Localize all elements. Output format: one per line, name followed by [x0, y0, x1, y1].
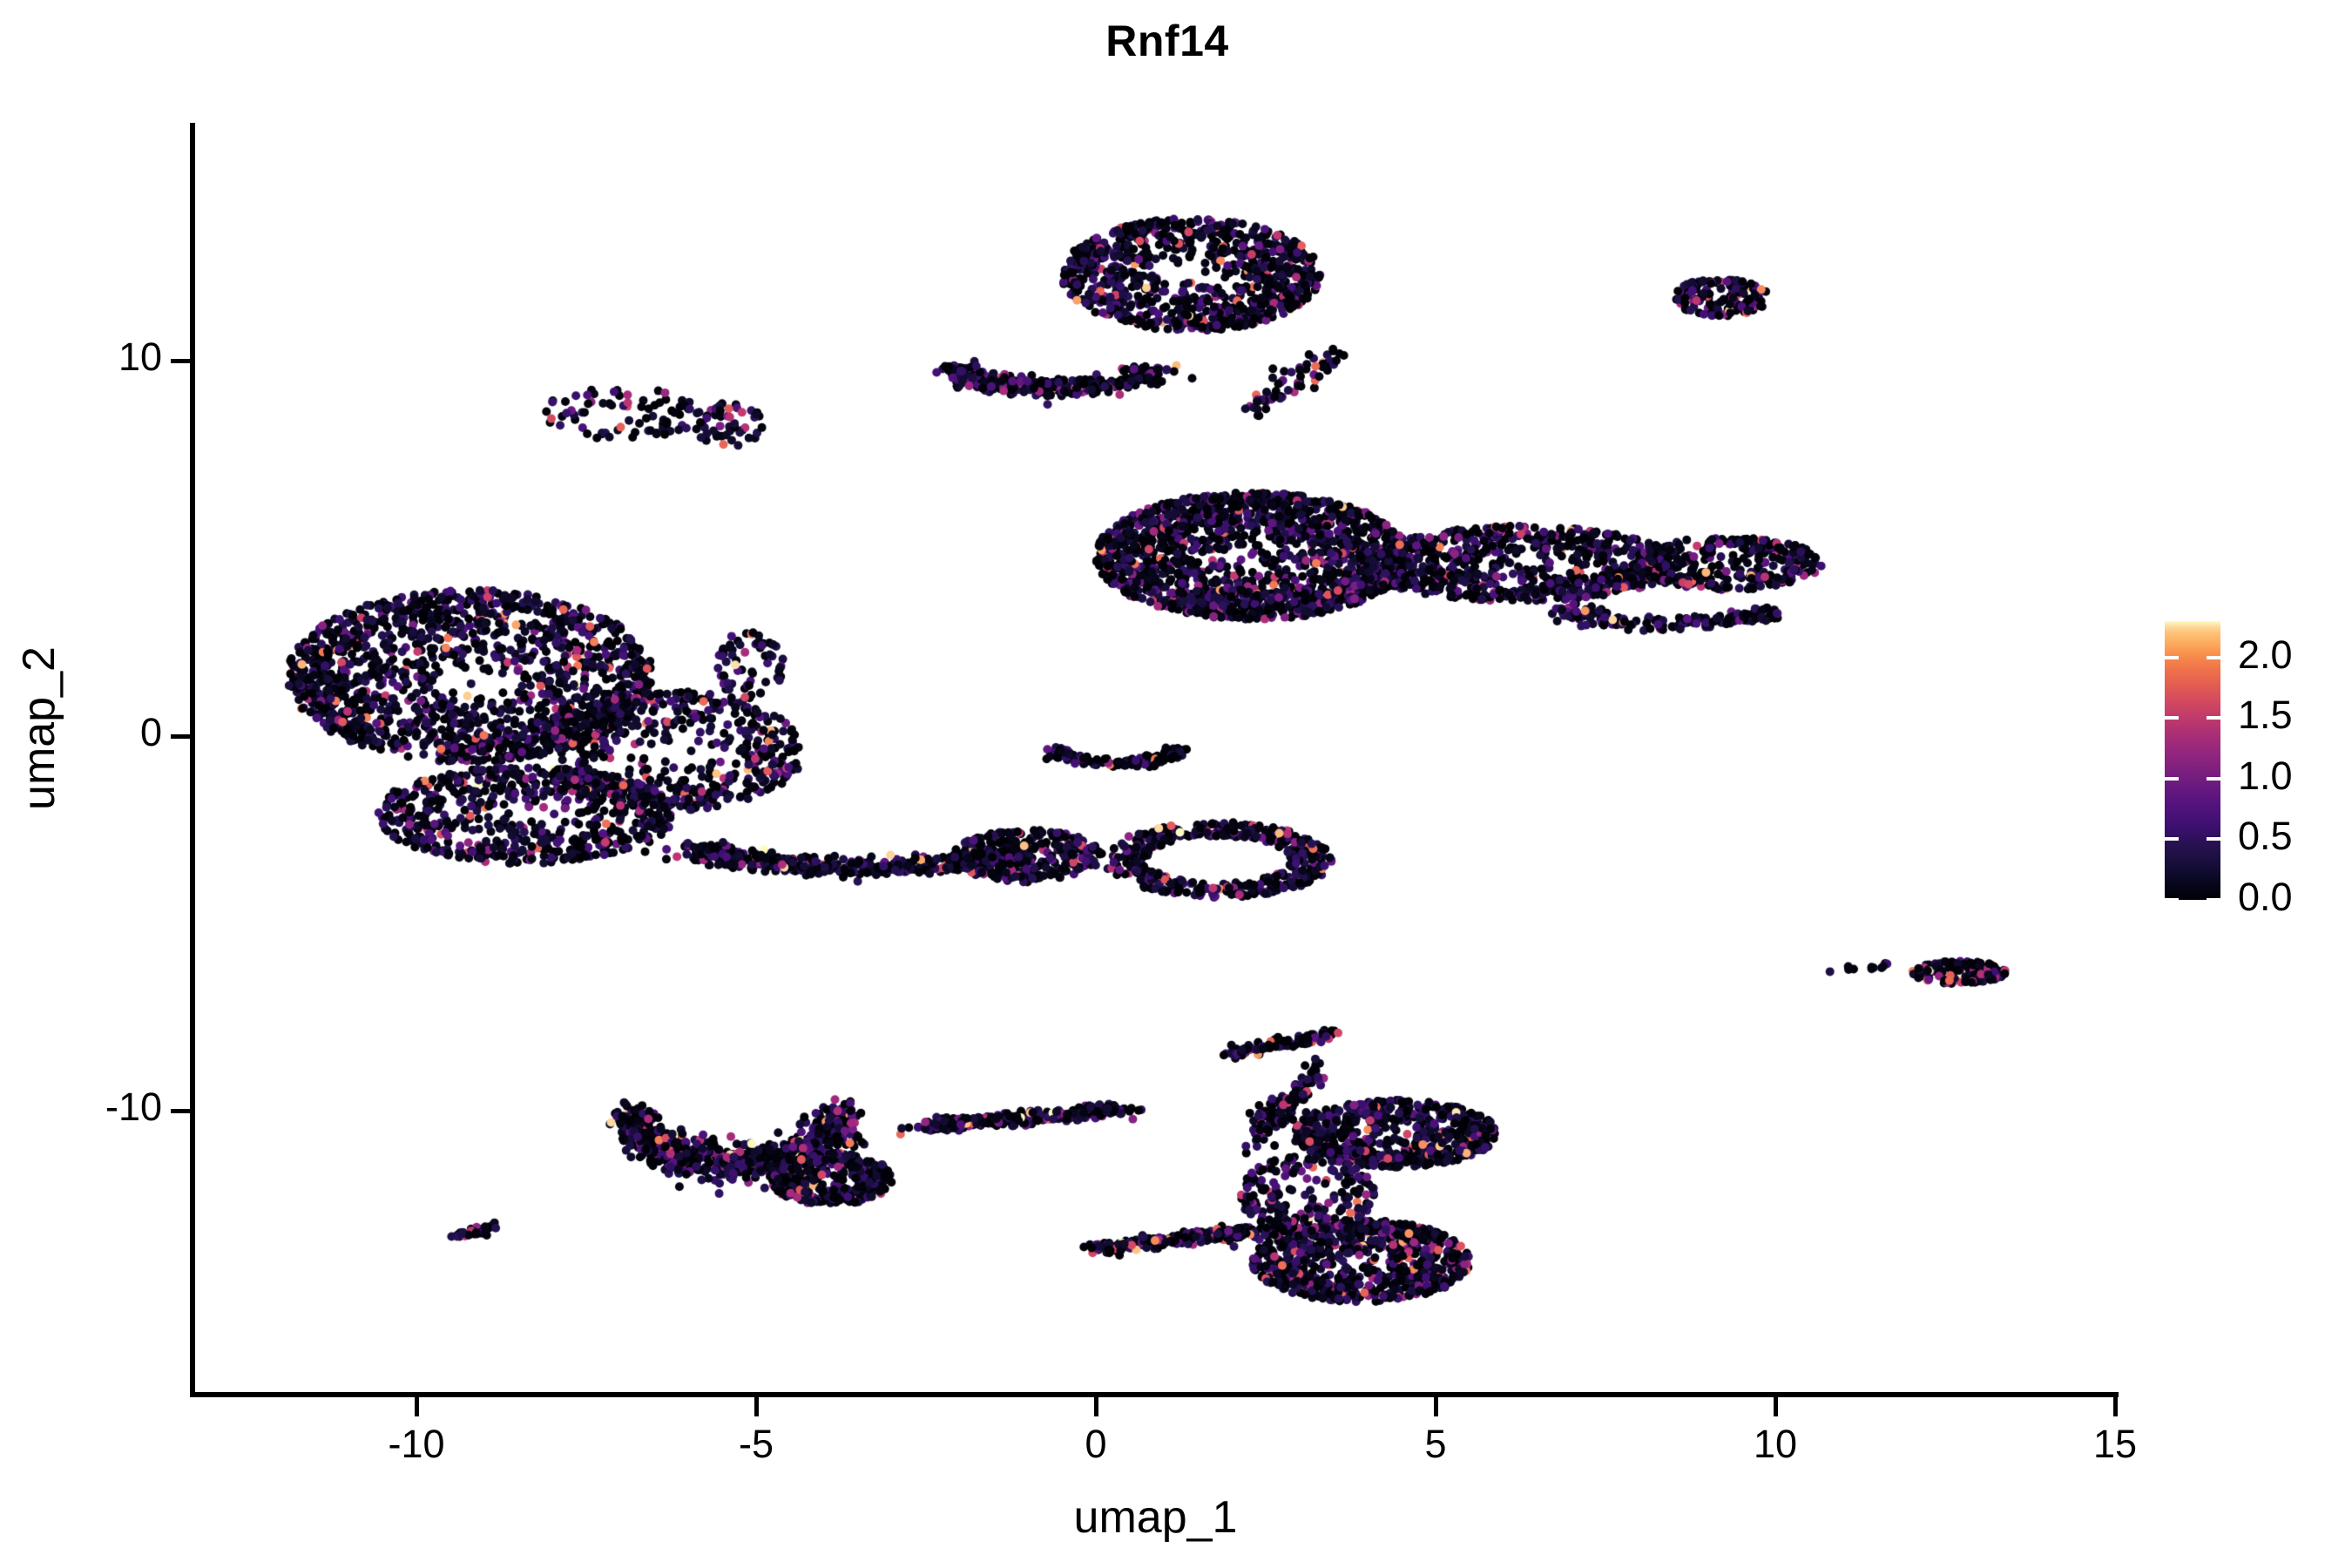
colorbar-tick-label-0.5: 0.5 — [2238, 814, 2293, 859]
y-tick-10 — [171, 359, 190, 363]
x-tick-5 — [1434, 1397, 1438, 1416]
colorbar-tick-right-0.5 — [2207, 837, 2220, 841]
plot-panel — [194, 123, 2117, 1395]
colorbar-tick-label-0: 0.0 — [2238, 875, 2293, 919]
y-axis-label: umap_2 — [14, 646, 64, 810]
colorbar-tick-left-0.5 — [2165, 837, 2179, 841]
y-tick-0 — [171, 734, 190, 739]
colorbar-tick-right-1 — [2207, 776, 2220, 781]
page-title: Rnf14 — [1105, 17, 1229, 65]
x-axis-spine — [190, 1392, 2119, 1397]
colorbar-gradient — [2165, 621, 2220, 900]
colorbar-tick-label-1: 1.0 — [2238, 753, 2293, 798]
colorbar-tick-left-1.5 — [2165, 716, 2179, 720]
x-tick-15 — [2113, 1397, 2118, 1416]
x-tick-label-10: 10 — [1753, 1422, 1798, 1466]
x-tick-label-15: 15 — [2092, 1422, 2138, 1466]
x-axis-label: umap_1 — [1073, 1492, 1238, 1543]
x-tick-label-5: 5 — [1424, 1422, 1447, 1466]
colorbar-tick-label-2: 2.0 — [2238, 632, 2293, 677]
y-tick-label-0: 0 — [139, 710, 162, 754]
colorbar-tick-right-1.5 — [2207, 716, 2220, 720]
colorbar-tick-right-0 — [2207, 898, 2220, 902]
x-tick--10 — [415, 1397, 419, 1416]
colorbar-tick-left-2 — [2165, 655, 2179, 659]
x-tick-label-0: 0 — [1085, 1422, 1107, 1466]
y-tick-label--10: -10 — [105, 1085, 162, 1129]
scatter-points-layer — [194, 123, 2117, 1395]
x-tick-label--10: -10 — [388, 1422, 445, 1466]
colorbar-tick-left-0 — [2165, 898, 2179, 902]
y-axis-spine — [190, 123, 195, 1397]
y-tick-label-10: 10 — [118, 335, 162, 379]
x-tick--5 — [754, 1397, 759, 1416]
colorbar-tick-label-1.5: 1.5 — [2238, 693, 2293, 738]
x-tick-0 — [1094, 1397, 1098, 1416]
x-tick-10 — [1774, 1397, 1778, 1416]
colorbar-tick-right-2 — [2207, 655, 2220, 659]
y-tick--10 — [171, 1109, 190, 1113]
x-tick-label--5: -5 — [738, 1422, 774, 1466]
colorbar-tick-left-1 — [2165, 776, 2179, 781]
